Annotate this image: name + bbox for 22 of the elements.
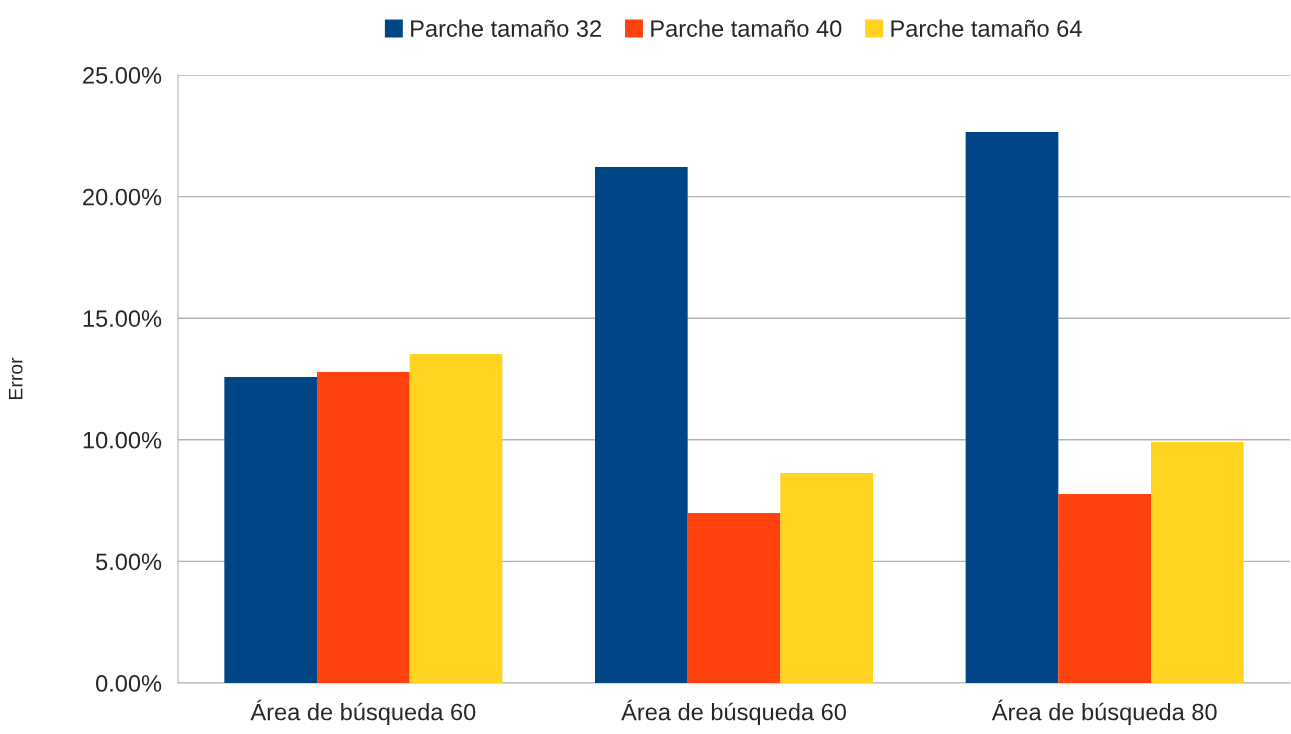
x-tick-label: Área de búsqueda 60 bbox=[621, 699, 846, 726]
bar bbox=[595, 166, 688, 683]
y-tick-label: 0.00% bbox=[96, 675, 162, 692]
legend-label: Parche tamaño 32 bbox=[411, 19, 601, 37]
x-tick-label: Área de búsqueda 60 bbox=[250, 699, 476, 726]
x-tick-label: Área de búsqueda 80 bbox=[991, 699, 1217, 726]
y-tick-label: 10.00% bbox=[83, 431, 162, 449]
bar bbox=[1151, 441, 1244, 683]
bar bbox=[1058, 494, 1151, 683]
legend-label: Parche tamaño 40 bbox=[651, 19, 842, 37]
bar bbox=[224, 377, 317, 683]
y-tick-label: 20.00% bbox=[83, 188, 162, 206]
legend-label: Parche tamaño 64 bbox=[891, 19, 1082, 37]
bar bbox=[687, 513, 781, 683]
bar bbox=[965, 131, 1059, 683]
bar bbox=[780, 473, 873, 683]
y-axis-title: Error bbox=[8, 357, 23, 400]
y-tick-label: 5.00% bbox=[96, 553, 162, 571]
y-tick-label: 15.00% bbox=[83, 310, 162, 327]
bar bbox=[409, 353, 503, 683]
bar bbox=[317, 371, 410, 683]
y-tick-label: 25.00% bbox=[83, 67, 162, 84]
